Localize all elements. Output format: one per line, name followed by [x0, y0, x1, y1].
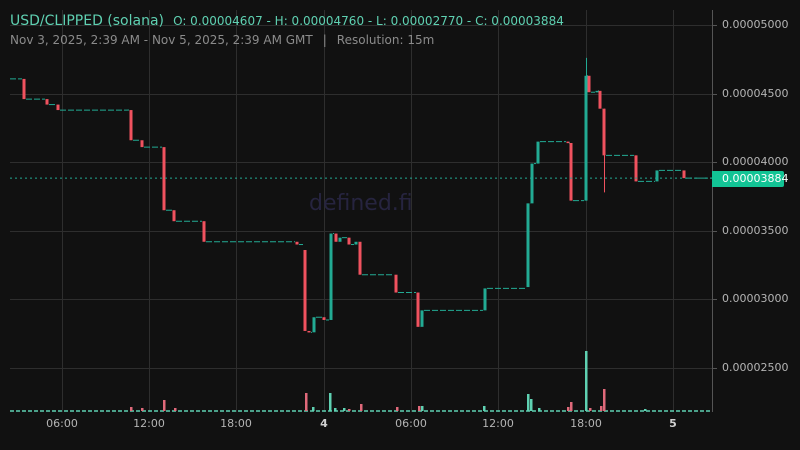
time-label: 18:00: [220, 417, 252, 430]
price-label: 0.00003000: [722, 292, 789, 305]
watermark: defined.fi: [309, 191, 413, 216]
price-label: 0.00002500: [722, 361, 789, 374]
price-label: 0.00004500: [722, 87, 789, 100]
time-label-day: 5: [669, 417, 677, 430]
grid-lines: [10, 10, 712, 412]
price-label: 0.00005000: [722, 18, 789, 31]
date-range: Nov 3, 2025, 2:39 AM - Nov 5, 2025, 2:39…: [10, 33, 313, 47]
volume-bars: [10, 351, 712, 412]
time-label: 18:00: [570, 417, 602, 430]
separator: |: [322, 33, 327, 47]
chart-subheader: Nov 3, 2025, 2:39 AM - Nov 5, 2025, 2:39…: [10, 33, 434, 47]
last-price-badge: 0.00003884: [712, 171, 788, 187]
chart-header: USD/CLIPPED (solana) O: 0.00004607 - H: …: [10, 10, 564, 29]
candlesticks: [10, 57, 712, 333]
time-label: 12:00: [482, 417, 514, 430]
price-label: 0.00004000: [722, 155, 789, 168]
time-label: 06:00: [395, 417, 427, 430]
time-label: 12:00: [133, 417, 165, 430]
price-axis-ticks: [712, 25, 717, 369]
price-label: 0.00003500: [722, 224, 789, 237]
time-label: 06:00: [46, 417, 78, 430]
time-label-day: 4: [320, 417, 328, 430]
ohlc-values: O: 0.00004607 - H: 0.00004760 - L: 0.000…: [173, 14, 564, 28]
resolution: Resolution: 15m: [336, 33, 435, 47]
pair-title: USD/CLIPPED (solana): [10, 13, 164, 29]
